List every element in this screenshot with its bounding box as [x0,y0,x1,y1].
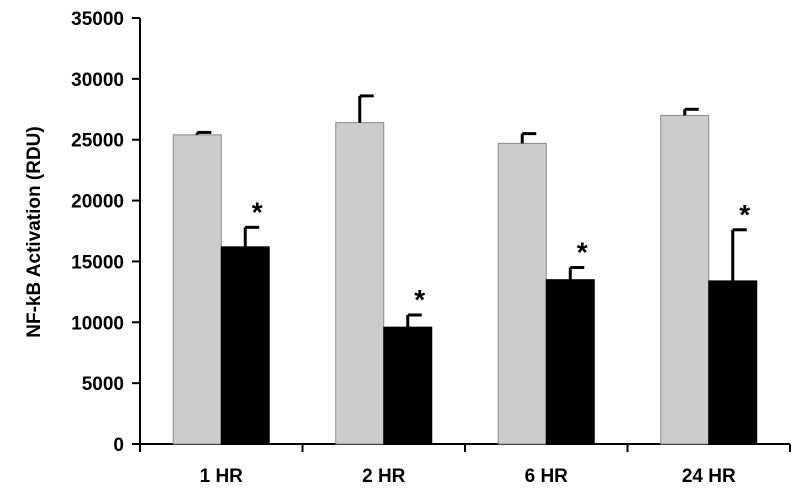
bar [383,326,433,445]
bar [335,122,385,445]
bar [220,246,270,445]
y-axis-label: NF-kB Activation (RDU) [24,126,45,337]
significance-marker: * [577,237,588,268]
y-tick-label: 15000 [71,252,124,273]
plot-area: 0 5000 10000 15000 20000 25000 30000 35000 1 HR *… [71,9,791,487]
x-tick-label: 6 HR [525,466,569,487]
y-tick-label: 5000 [82,374,124,395]
x-tick-label: 2 HR [362,466,406,487]
bar [545,279,595,445]
significance-marker: * [252,196,263,227]
bar [172,134,222,445]
bar [660,114,710,445]
significance-marker: * [739,199,750,230]
x-tick-label: 1 HR [200,466,244,487]
y-tick-label: 0 [113,435,124,456]
significance-marker: * [414,284,425,315]
y-tick-label: 30000 [71,70,124,91]
y-tick-label: 35000 [71,9,124,30]
y-tick-label: 20000 [71,192,124,213]
x-tick-label: 24 HR [682,466,736,487]
bar [708,280,758,445]
bar [497,142,547,445]
y-tick-label: 10000 [71,313,124,334]
y-tick-label: 25000 [71,131,124,152]
